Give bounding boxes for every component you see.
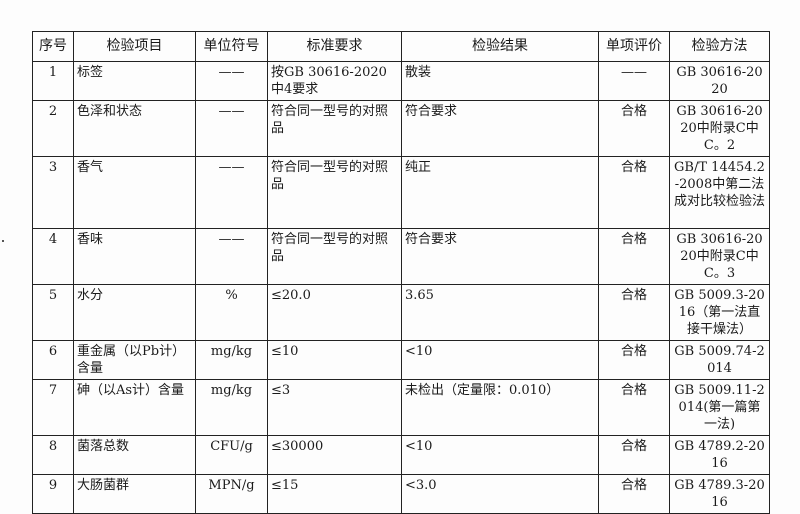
cell-evaluation: 合格: [598, 340, 670, 380]
cell-result: 3.65: [401, 284, 599, 341]
table-row: 2 色泽和状态 —— 符合同一型号的对照品 符合要求 合格 GB 30616-2020中附录…: [32, 100, 770, 157]
cell-no: 5: [32, 284, 74, 341]
header-method: 检验方法: [669, 31, 770, 62]
cell-requirement: 符合同一型号的对照品: [267, 156, 402, 229]
cell-item: 香气: [73, 156, 196, 229]
cell-result: 散装: [401, 61, 599, 101]
cell-item: 标签: [73, 61, 196, 101]
cell-requirement: 符合同一型号的对照品: [267, 228, 402, 285]
cell-item: 菌落总数: [73, 435, 196, 475]
cell-unit: ——: [195, 61, 268, 101]
cell-evaluation: 合格: [598, 379, 670, 436]
cell-unit: %: [195, 284, 268, 341]
cell-no: 3: [32, 156, 74, 229]
cell-method: GB 5009.74-2014: [669, 340, 770, 380]
cell-result: <10: [401, 340, 599, 380]
cell-no: 1: [32, 61, 74, 101]
table-row: 7 砷（以As计）含量 mg/kg ≤3 未检出（定量限：0.010） 合格 GB 5009…: [32, 379, 770, 436]
cell-evaluation: 合格: [598, 100, 670, 157]
scan-speck: [2, 240, 4, 242]
header-unit: 单位符号: [195, 31, 268, 62]
cell-unit: ——: [195, 228, 268, 285]
cell-item: 香味: [73, 228, 196, 285]
table-row: 8 菌落总数 CFU/g ≤30000 <10 合格 GB 4789.2-2016: [32, 435, 770, 475]
cell-result: 纯正: [401, 156, 599, 229]
table-row: 5 水分% ≤20.0 3.65 合格 GB 5009.3-2016（第一法直接干燥法）: [32, 284, 770, 341]
cell-result: 未检出（定量限：0.010）: [401, 379, 599, 436]
cell-requirement: ≤10: [267, 340, 402, 380]
cell-requirement: 按GB 30616-2020中4要求: [267, 61, 402, 101]
cell-requirement: 符合同一型号的对照品: [267, 100, 402, 157]
cell-evaluation: 合格: [598, 284, 670, 341]
cell-item: 水分: [73, 284, 196, 341]
cell-result: 符合要求: [401, 100, 599, 157]
cell-no: 9: [32, 474, 74, 514]
cell-requirement: ≤3: [267, 379, 402, 436]
cell-no: 6: [32, 340, 74, 380]
cell-method: GB 30616-2020中附录C中C。3: [669, 228, 770, 285]
cell-result: <10: [401, 435, 599, 475]
header-item: 检验项目: [73, 31, 196, 62]
cell-evaluation: 合格: [598, 435, 670, 475]
cell-method: GB/T 14454.2-2008中第二法成对比较检验法: [669, 156, 770, 229]
cell-unit: mg/kg: [195, 340, 268, 380]
cell-method: GB 5009.11-2014(第一篇第一法): [669, 379, 770, 436]
cell-no: 8: [32, 435, 74, 475]
cell-requirement: ≤30000: [267, 435, 402, 475]
cell-no: 2: [32, 100, 74, 157]
table-row: 9 大肠菌群 MPN/g ≤15 <3.0 合格 GB 4789.3-2016: [32, 474, 770, 514]
cell-item: 色泽和状态: [73, 100, 196, 157]
header-no: 序号: [32, 31, 74, 62]
cell-evaluation: 合格: [598, 474, 670, 514]
cell-requirement: ≤20.0: [267, 284, 402, 341]
header-requirement: 标准要求: [267, 31, 402, 62]
cell-method: GB 4789.2-2016: [669, 435, 770, 475]
table-row: 1 标签 —— 按GB 30616-2020中4要求 散装 —— GB 30616-2020: [32, 61, 770, 101]
inspection-results-table: 序号 检验项目 单位符号 标准要求 检验结果 单项评价 检验方法 1 标签 —— 按G…: [32, 31, 770, 514]
table-row: 6 重金属（以Pb计）含量 mg/kg ≤10 <10 合格 GB 5009.74-2014: [32, 340, 770, 380]
header-row: 序号 检验项目 单位符号 标准要求 检验结果 单项评价 检验方法: [32, 31, 770, 62]
cell-method: GB 30616-2020: [669, 61, 770, 101]
cell-item: 砷（以As计）含量: [73, 379, 196, 436]
cell-unit: ——: [195, 100, 268, 157]
cell-unit: CFU/g: [195, 435, 268, 475]
cell-method: GB 5009.3-2016（第一法直接干燥法）: [669, 284, 770, 341]
cell-no: 7: [32, 379, 74, 436]
table-row: 3 香气 —— 符合同一型号的对照品 纯正 合格 GB/T 14454.2-2008中第二法…: [32, 156, 770, 229]
cell-unit: mg/kg: [195, 379, 268, 436]
header-result: 检验结果: [401, 31, 599, 62]
cell-unit: ——: [195, 156, 268, 229]
cell-no: 4: [32, 228, 74, 285]
cell-evaluation: 合格: [598, 228, 670, 285]
cell-method: GB 4789.3-2016: [669, 474, 770, 514]
cell-evaluation: 合格: [598, 156, 670, 229]
cell-item: 重金属（以Pb计）含量: [73, 340, 196, 380]
table-row: 4 香味 —— 符合同一型号的对照品 符合要求 合格 GB 30616-2020中附录C中C…: [32, 228, 770, 285]
cell-result: <3.0: [401, 474, 599, 514]
cell-result: 符合要求: [401, 228, 599, 285]
cell-evaluation: ——: [598, 61, 670, 101]
header-evaluation: 单项评价: [598, 31, 670, 62]
cell-method: GB 30616-2020中附录C中C。2: [669, 100, 770, 157]
